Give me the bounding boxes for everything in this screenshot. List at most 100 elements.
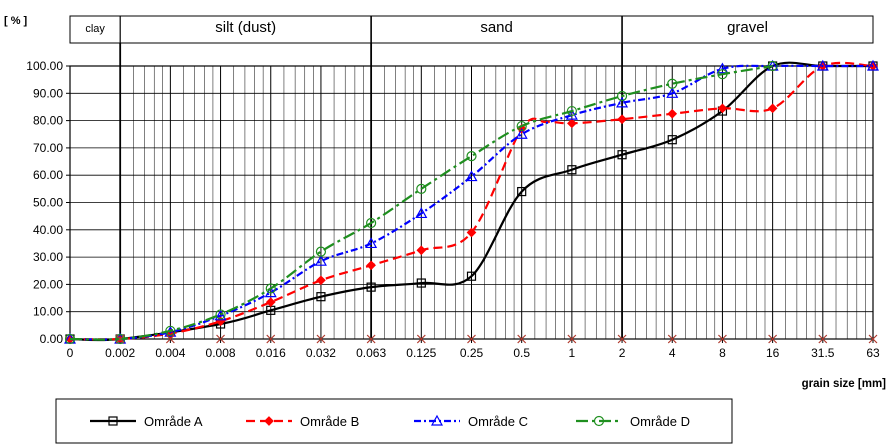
y-unit-label: [ % ]: [4, 15, 28, 27]
x-tick-label: 0.125: [406, 346, 436, 360]
x-tick-label: 0.016: [256, 346, 286, 360]
y-tick-label: 20.00: [33, 277, 63, 291]
series-line: [69, 61, 874, 341]
data-point: [366, 260, 376, 271]
data-point: [466, 150, 477, 162]
data-point: [416, 183, 427, 194]
region-label-clay: clay: [85, 23, 105, 35]
x-tick-label: 4: [669, 346, 676, 360]
data-point: [165, 334, 175, 344]
series-layer: [63, 59, 880, 345]
data-point: [868, 334, 878, 344]
legend-marker: [264, 416, 274, 426]
data-point: [165, 325, 176, 336]
y-tick-label: 40.00: [33, 223, 63, 237]
data-point: [617, 334, 627, 344]
data-point: [415, 207, 428, 219]
plot-grid: [69, 43, 874, 340]
data-point: [767, 60, 778, 72]
legend-item: Område A: [90, 414, 203, 429]
y-tick-label: 0.00: [40, 332, 64, 346]
x-tick-label: 16: [766, 346, 780, 360]
series-line: [69, 64, 873, 341]
x-tick-label: 0.002: [105, 346, 135, 360]
region-label-sand: sand: [480, 19, 513, 36]
data-point: [517, 186, 527, 197]
data-point: [718, 334, 727, 344]
data-point: [314, 254, 327, 266]
data-point: [214, 309, 227, 321]
data-point: [567, 118, 577, 129]
data-point: [818, 334, 828, 344]
data-point: [365, 237, 378, 249]
data-point: [215, 309, 226, 320]
y-tick-label: 50.00: [33, 196, 63, 210]
legend: Område A Område B Område C Område D: [55, 398, 733, 444]
data-point: [717, 69, 728, 80]
x-tick-label: 0.032: [306, 346, 336, 360]
series-baseline: [115, 334, 878, 344]
region-label-silt-dust: silt (dust): [215, 19, 276, 36]
data-point: [416, 334, 426, 344]
legend-item: Område B: [246, 414, 359, 429]
x-axis-ticks: 0 0.002 0.004 0.008 0.016 0.032 0.063 0.125 0.25…: [67, 339, 880, 360]
legend-label: Område C: [468, 414, 528, 429]
data-point: [366, 217, 377, 229]
data-point: [467, 334, 476, 344]
region-label-gravel: gravel: [727, 19, 768, 36]
data-point: [466, 271, 477, 281]
x-tick-label: 63: [866, 346, 880, 360]
data-point: [616, 90, 628, 102]
legend-marker: [108, 416, 118, 426]
y-axis-ticks: 0.00 10.00 20.00 30.00 40.00 50.00 60.00 70.00 8…: [26, 59, 70, 346]
data-point: [567, 165, 577, 175]
x-tick-label: 0.063: [356, 346, 386, 360]
x-tick-label: 0: [67, 346, 74, 360]
data-point: [667, 108, 678, 119]
x-tick-label: 8: [719, 346, 726, 360]
x-tick-label: 0.004: [155, 346, 185, 360]
y-tick-label: 60.00: [33, 168, 63, 182]
data-point: [816, 59, 829, 71]
data-point: [416, 245, 427, 256]
data-point: [515, 128, 528, 139]
x-tick-label: 31.5: [811, 346, 835, 360]
legend-label: Område A: [144, 414, 203, 429]
y-tick-label: 100.00: [26, 59, 63, 73]
legend-marker: [593, 415, 605, 427]
data-point: [666, 87, 679, 98]
data-point: [617, 150, 627, 160]
data-point: [667, 78, 678, 89]
x-axis-label: grain size [mm]: [802, 378, 887, 390]
data-point: [316, 275, 326, 286]
data-point: [667, 334, 677, 344]
data-point: [465, 170, 478, 182]
data-point: [366, 334, 376, 344]
data-point: [315, 246, 327, 257]
x-tick-label: 1: [569, 346, 576, 360]
data-point: [266, 334, 276, 344]
data-point: [115, 333, 126, 345]
legend-item: Område C: [414, 414, 528, 429]
data-point: [516, 120, 527, 132]
data-point: [466, 227, 477, 238]
data-point: [316, 292, 326, 302]
y-tick-label: 70.00: [33, 141, 63, 155]
data-point: [767, 103, 778, 114]
data-point: [265, 297, 276, 307]
data-point: [265, 283, 276, 294]
data-point: [366, 282, 376, 292]
series-omr-de-d: [64, 60, 778, 345]
data-point: [216, 334, 225, 344]
data-point: [717, 103, 728, 114]
soil-class-header: clay silt (dust) sand gravel: [69, 15, 874, 44]
series-line: [69, 61, 873, 342]
data-point: [617, 114, 627, 125]
data-point: [866, 59, 880, 71]
data-point: [667, 135, 677, 145]
data-point: [566, 105, 577, 117]
series-line: [69, 64, 773, 341]
data-point: [517, 334, 527, 344]
x-tick-label: 0.5: [513, 346, 530, 360]
